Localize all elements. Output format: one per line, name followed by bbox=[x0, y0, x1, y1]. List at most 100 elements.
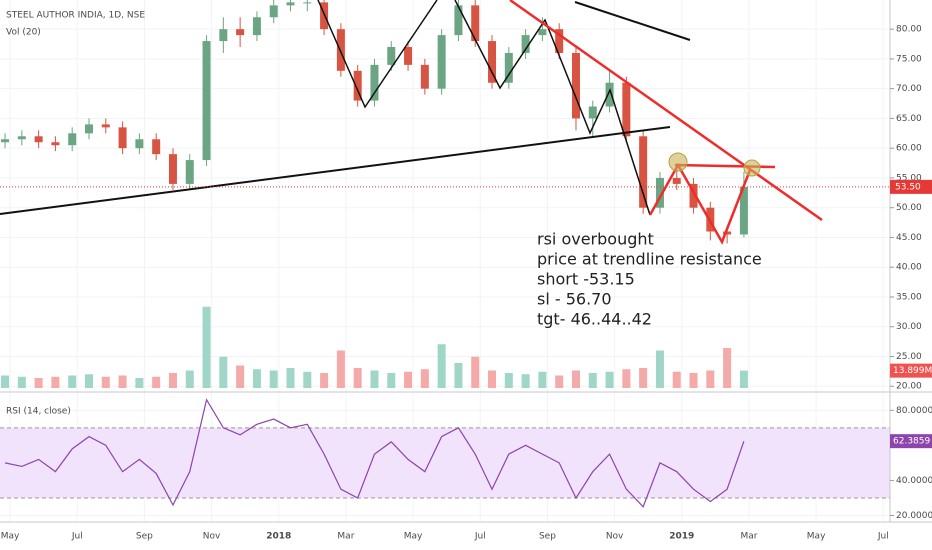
candle-body bbox=[370, 64, 379, 101]
y-tick-label: 30.00 bbox=[896, 322, 922, 332]
x-tick-label: Mar bbox=[337, 532, 354, 542]
candle-body bbox=[101, 124, 110, 128]
x-tick-label: May bbox=[404, 532, 423, 542]
y-tick-label: 20.00 bbox=[896, 382, 922, 392]
y-tick-label: 60.00 bbox=[896, 144, 922, 154]
candle-body bbox=[588, 106, 597, 119]
x-tick-label: Sep bbox=[136, 532, 153, 542]
zigzag bbox=[317, 0, 438, 109]
candle-body bbox=[252, 17, 261, 36]
volume-bar bbox=[555, 375, 564, 388]
last-price-label: 53.50 bbox=[895, 182, 921, 192]
candle-body bbox=[303, 2, 312, 4]
volume-bar bbox=[706, 370, 715, 388]
candle-body bbox=[236, 29, 245, 36]
y-tick-label: 65.00 bbox=[896, 114, 922, 124]
annotation: price at trendline resistance bbox=[537, 250, 762, 269]
volume-bar bbox=[370, 370, 379, 388]
price-pane bbox=[1, 0, 748, 388]
volume-bar bbox=[68, 375, 77, 388]
candle-body bbox=[605, 82, 614, 107]
candle-body bbox=[420, 64, 429, 89]
candle-body bbox=[68, 133, 77, 146]
volume-bar bbox=[437, 344, 446, 388]
candle-body bbox=[521, 35, 530, 53]
zigzag bbox=[454, 0, 651, 216]
volume-label: 13.899M bbox=[893, 366, 932, 376]
drawings bbox=[0, 0, 823, 245]
x-tick-label: 2019 bbox=[669, 532, 694, 542]
x-tick-label: 2018 bbox=[266, 532, 291, 542]
candle-body bbox=[34, 136, 43, 143]
rsi-band bbox=[0, 427, 890, 498]
candle-body bbox=[723, 231, 732, 235]
volume-bar bbox=[538, 371, 547, 388]
volume-bar bbox=[1, 375, 10, 388]
candle-body bbox=[437, 35, 446, 89]
x-tick-label: Jul bbox=[474, 532, 486, 542]
rsi-value-label: 62.3859 bbox=[893, 437, 930, 447]
zigzag bbox=[648, 162, 752, 245]
y-tick-label: 55.00 bbox=[896, 173, 922, 183]
x-tick-label: May bbox=[1, 532, 20, 542]
y-tick-label: 75.00 bbox=[896, 54, 922, 64]
x-tick-label: Mar bbox=[740, 532, 757, 542]
volume-bar bbox=[471, 356, 480, 388]
candle-body bbox=[387, 47, 396, 65]
volume-bar bbox=[655, 350, 664, 388]
volume-bar bbox=[454, 363, 463, 388]
candle-body bbox=[353, 70, 362, 101]
candle-body bbox=[1, 139, 10, 143]
rsi-title: RSI (14, close) bbox=[6, 407, 71, 417]
volume-bar bbox=[639, 368, 648, 388]
candle-body bbox=[118, 127, 127, 149]
candle-body bbox=[689, 183, 698, 208]
x-tick-label: Jul bbox=[877, 532, 889, 542]
candle-body bbox=[655, 177, 664, 208]
volume-bar bbox=[723, 348, 732, 388]
volume-bar bbox=[336, 350, 345, 388]
last-price-tag bbox=[890, 179, 932, 194]
y-tick-label: 40.00 bbox=[896, 263, 922, 273]
candle-body bbox=[85, 124, 93, 134]
candle-body bbox=[269, 5, 278, 18]
volume-bar bbox=[387, 373, 396, 388]
volume-bar bbox=[420, 369, 429, 388]
annotation: tgt- 46..44..42 bbox=[537, 310, 652, 329]
y-tick-label: 50.00 bbox=[896, 203, 922, 213]
rsi-tick-label: 40.0000 bbox=[896, 476, 932, 486]
volume-bar bbox=[101, 376, 110, 388]
volume-bar bbox=[168, 373, 177, 388]
volume-bar bbox=[689, 373, 698, 388]
volume-bar bbox=[588, 373, 597, 388]
x-tick-label: Nov bbox=[606, 532, 624, 542]
volume-bar bbox=[521, 374, 530, 388]
volume-bar bbox=[303, 371, 312, 388]
rsi-tag bbox=[890, 434, 932, 449]
annotation: sl - 56.70 bbox=[537, 290, 612, 309]
candle-body bbox=[639, 136, 648, 208]
rsi-line bbox=[4, 398, 745, 508]
trendline bbox=[0, 126, 671, 215]
candle-body bbox=[51, 142, 60, 146]
volume-bar bbox=[404, 371, 413, 388]
trendline bbox=[574, 1, 691, 41]
volume-bar bbox=[605, 371, 614, 388]
chart-title: STEEL AUTHOR INDIA, 1D, NSE bbox=[6, 11, 145, 21]
volume-bar bbox=[219, 356, 228, 388]
candle-body bbox=[672, 177, 681, 184]
x-tick-label: Sep bbox=[539, 532, 556, 542]
volume-bar bbox=[152, 376, 161, 388]
volume-bar bbox=[672, 371, 681, 388]
volume-bar bbox=[320, 373, 329, 388]
candle-body bbox=[320, 2, 329, 30]
candle-body bbox=[185, 160, 194, 184]
rsi-tick-label: 80.0000 bbox=[896, 406, 932, 416]
volume-bar bbox=[488, 370, 497, 388]
candle-body bbox=[555, 29, 564, 53]
candle-body bbox=[622, 82, 631, 137]
candle-body bbox=[471, 5, 480, 42]
candle-body bbox=[571, 52, 580, 119]
candle-body bbox=[286, 2, 295, 6]
volume-bar bbox=[202, 306, 211, 388]
